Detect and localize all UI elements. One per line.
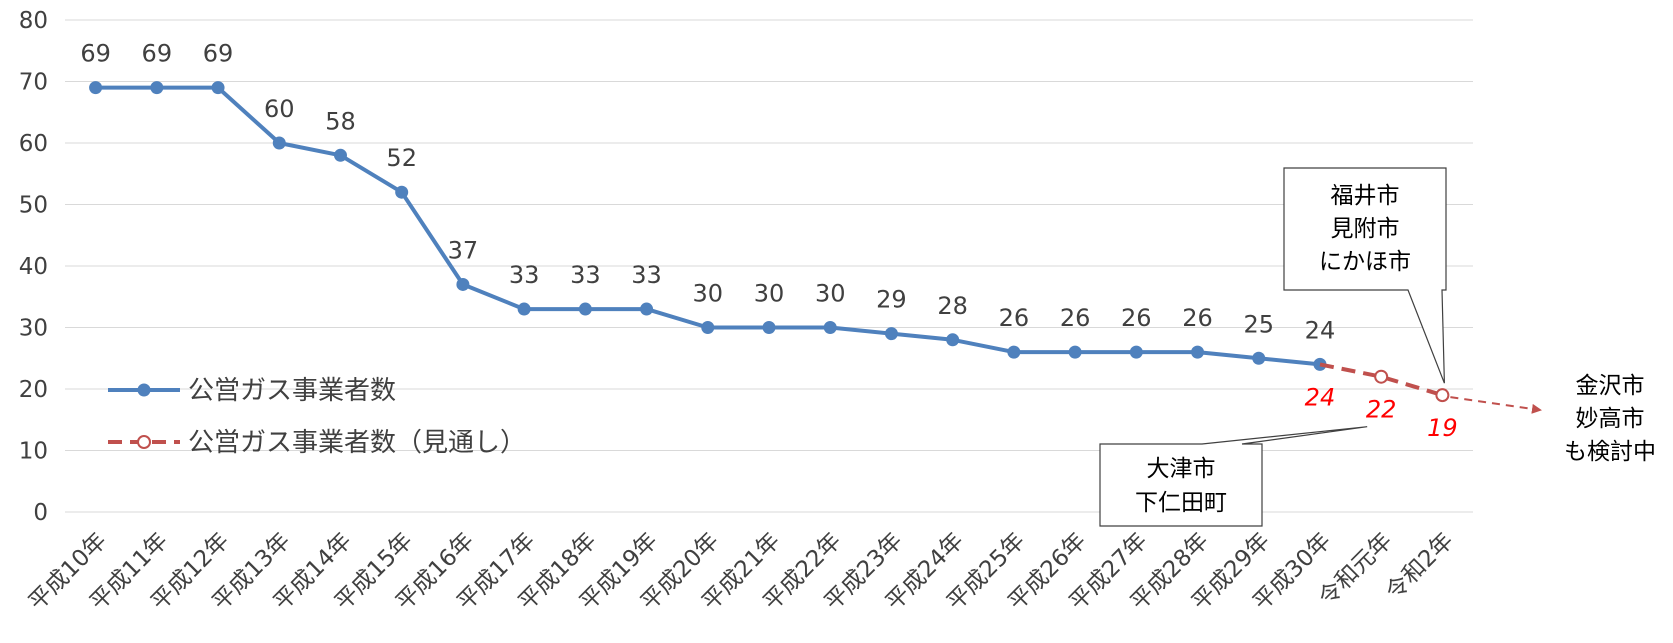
data-point	[89, 81, 103, 95]
y-tick-label: 40	[19, 254, 48, 280]
data-label: 26	[999, 304, 1030, 332]
data-label: 24	[1305, 383, 1336, 411]
data-label: 30	[754, 280, 785, 308]
callout-text: 大津市	[1147, 456, 1216, 482]
data-labels: 69 69 69 60 58 52 37 33 33 33 30 30 30 29 28 26 26 26 26 25…	[80, 40, 1458, 442]
y-tick-label: 70	[19, 70, 48, 96]
data-point	[578, 302, 592, 316]
y-tick-label: 30	[19, 316, 48, 342]
callout-text: にかほ市	[1319, 249, 1411, 275]
data-label: 69	[203, 40, 234, 68]
x-tick-label: 令和2年	[1381, 528, 1459, 606]
data-label: 33	[509, 261, 540, 289]
data-label: 52	[386, 144, 417, 172]
data-label: 33	[631, 261, 662, 289]
forecast-arrow	[1450, 396, 1542, 414]
data-label: 30	[815, 280, 846, 308]
data-point	[1252, 351, 1266, 365]
callout-box	[1099, 426, 1368, 527]
y-axis: 0 10 20 30 40 50 60 70 80	[19, 8, 48, 526]
data-label: 69	[142, 40, 173, 68]
data-point	[1374, 369, 1389, 384]
legend-marker	[137, 435, 151, 449]
data-label: 26	[1182, 304, 1213, 332]
y-tick-label: 10	[19, 439, 48, 465]
side-note-text: も検討中	[1564, 439, 1656, 465]
y-tick-label: 80	[19, 8, 48, 34]
data-label: 33	[570, 261, 601, 289]
gridlines	[65, 19, 1473, 513]
data-point	[1007, 345, 1021, 359]
legend-marker	[137, 383, 151, 397]
side-note-text: 妙高市	[1576, 406, 1645, 432]
series-layer	[89, 81, 1450, 403]
y-tick-label: 0	[33, 500, 48, 526]
callout-text: 福井市	[1331, 183, 1400, 209]
callout-text: 見附市	[1331, 216, 1400, 242]
callout-text: 下仁田町	[1135, 490, 1227, 516]
data-point	[762, 321, 776, 334]
data-point	[395, 185, 409, 199]
data-point	[1313, 357, 1327, 371]
callout-box	[1283, 167, 1447, 384]
data-point	[1191, 345, 1205, 359]
data-point	[1068, 345, 1082, 359]
data-label: 30	[693, 280, 724, 308]
data-point	[456, 277, 470, 291]
x-axis: 平成10年平成11年平成12年平成13年平成14年平成15年平成16年平成17年…	[24, 528, 1459, 616]
data-label: 26	[1060, 304, 1091, 332]
data-label: 60	[264, 95, 295, 123]
data-point	[946, 333, 960, 347]
data-point	[701, 321, 715, 334]
data-label: 58	[325, 107, 356, 135]
y-tick-label: 50	[19, 193, 48, 219]
data-label: 26	[1121, 304, 1152, 332]
data-point	[884, 327, 898, 341]
data-point	[640, 302, 654, 316]
data-label: 19	[1427, 414, 1458, 442]
data-point	[1435, 388, 1450, 403]
data-label: 69	[80, 40, 111, 68]
data-point	[211, 81, 225, 95]
data-label: 37	[448, 236, 479, 264]
data-label: 25	[1243, 310, 1274, 338]
legend-label: 公営ガス事業者数（見通し）	[188, 428, 526, 458]
data-point	[150, 81, 164, 95]
data-label: 28	[937, 292, 968, 320]
data-point	[272, 136, 286, 150]
data-point	[333, 148, 347, 162]
data-point	[517, 302, 531, 316]
y-tick-label: 20	[19, 377, 48, 403]
y-tick-label: 60	[19, 131, 48, 157]
data-label: 24	[1305, 316, 1336, 344]
data-label: 29	[876, 286, 907, 314]
data-label: 22	[1366, 396, 1397, 424]
data-point	[823, 321, 837, 334]
side-note-text: 金沢市	[1576, 373, 1645, 399]
legend-label: 公営ガス事業者数	[188, 376, 396, 406]
data-point	[1129, 345, 1143, 359]
